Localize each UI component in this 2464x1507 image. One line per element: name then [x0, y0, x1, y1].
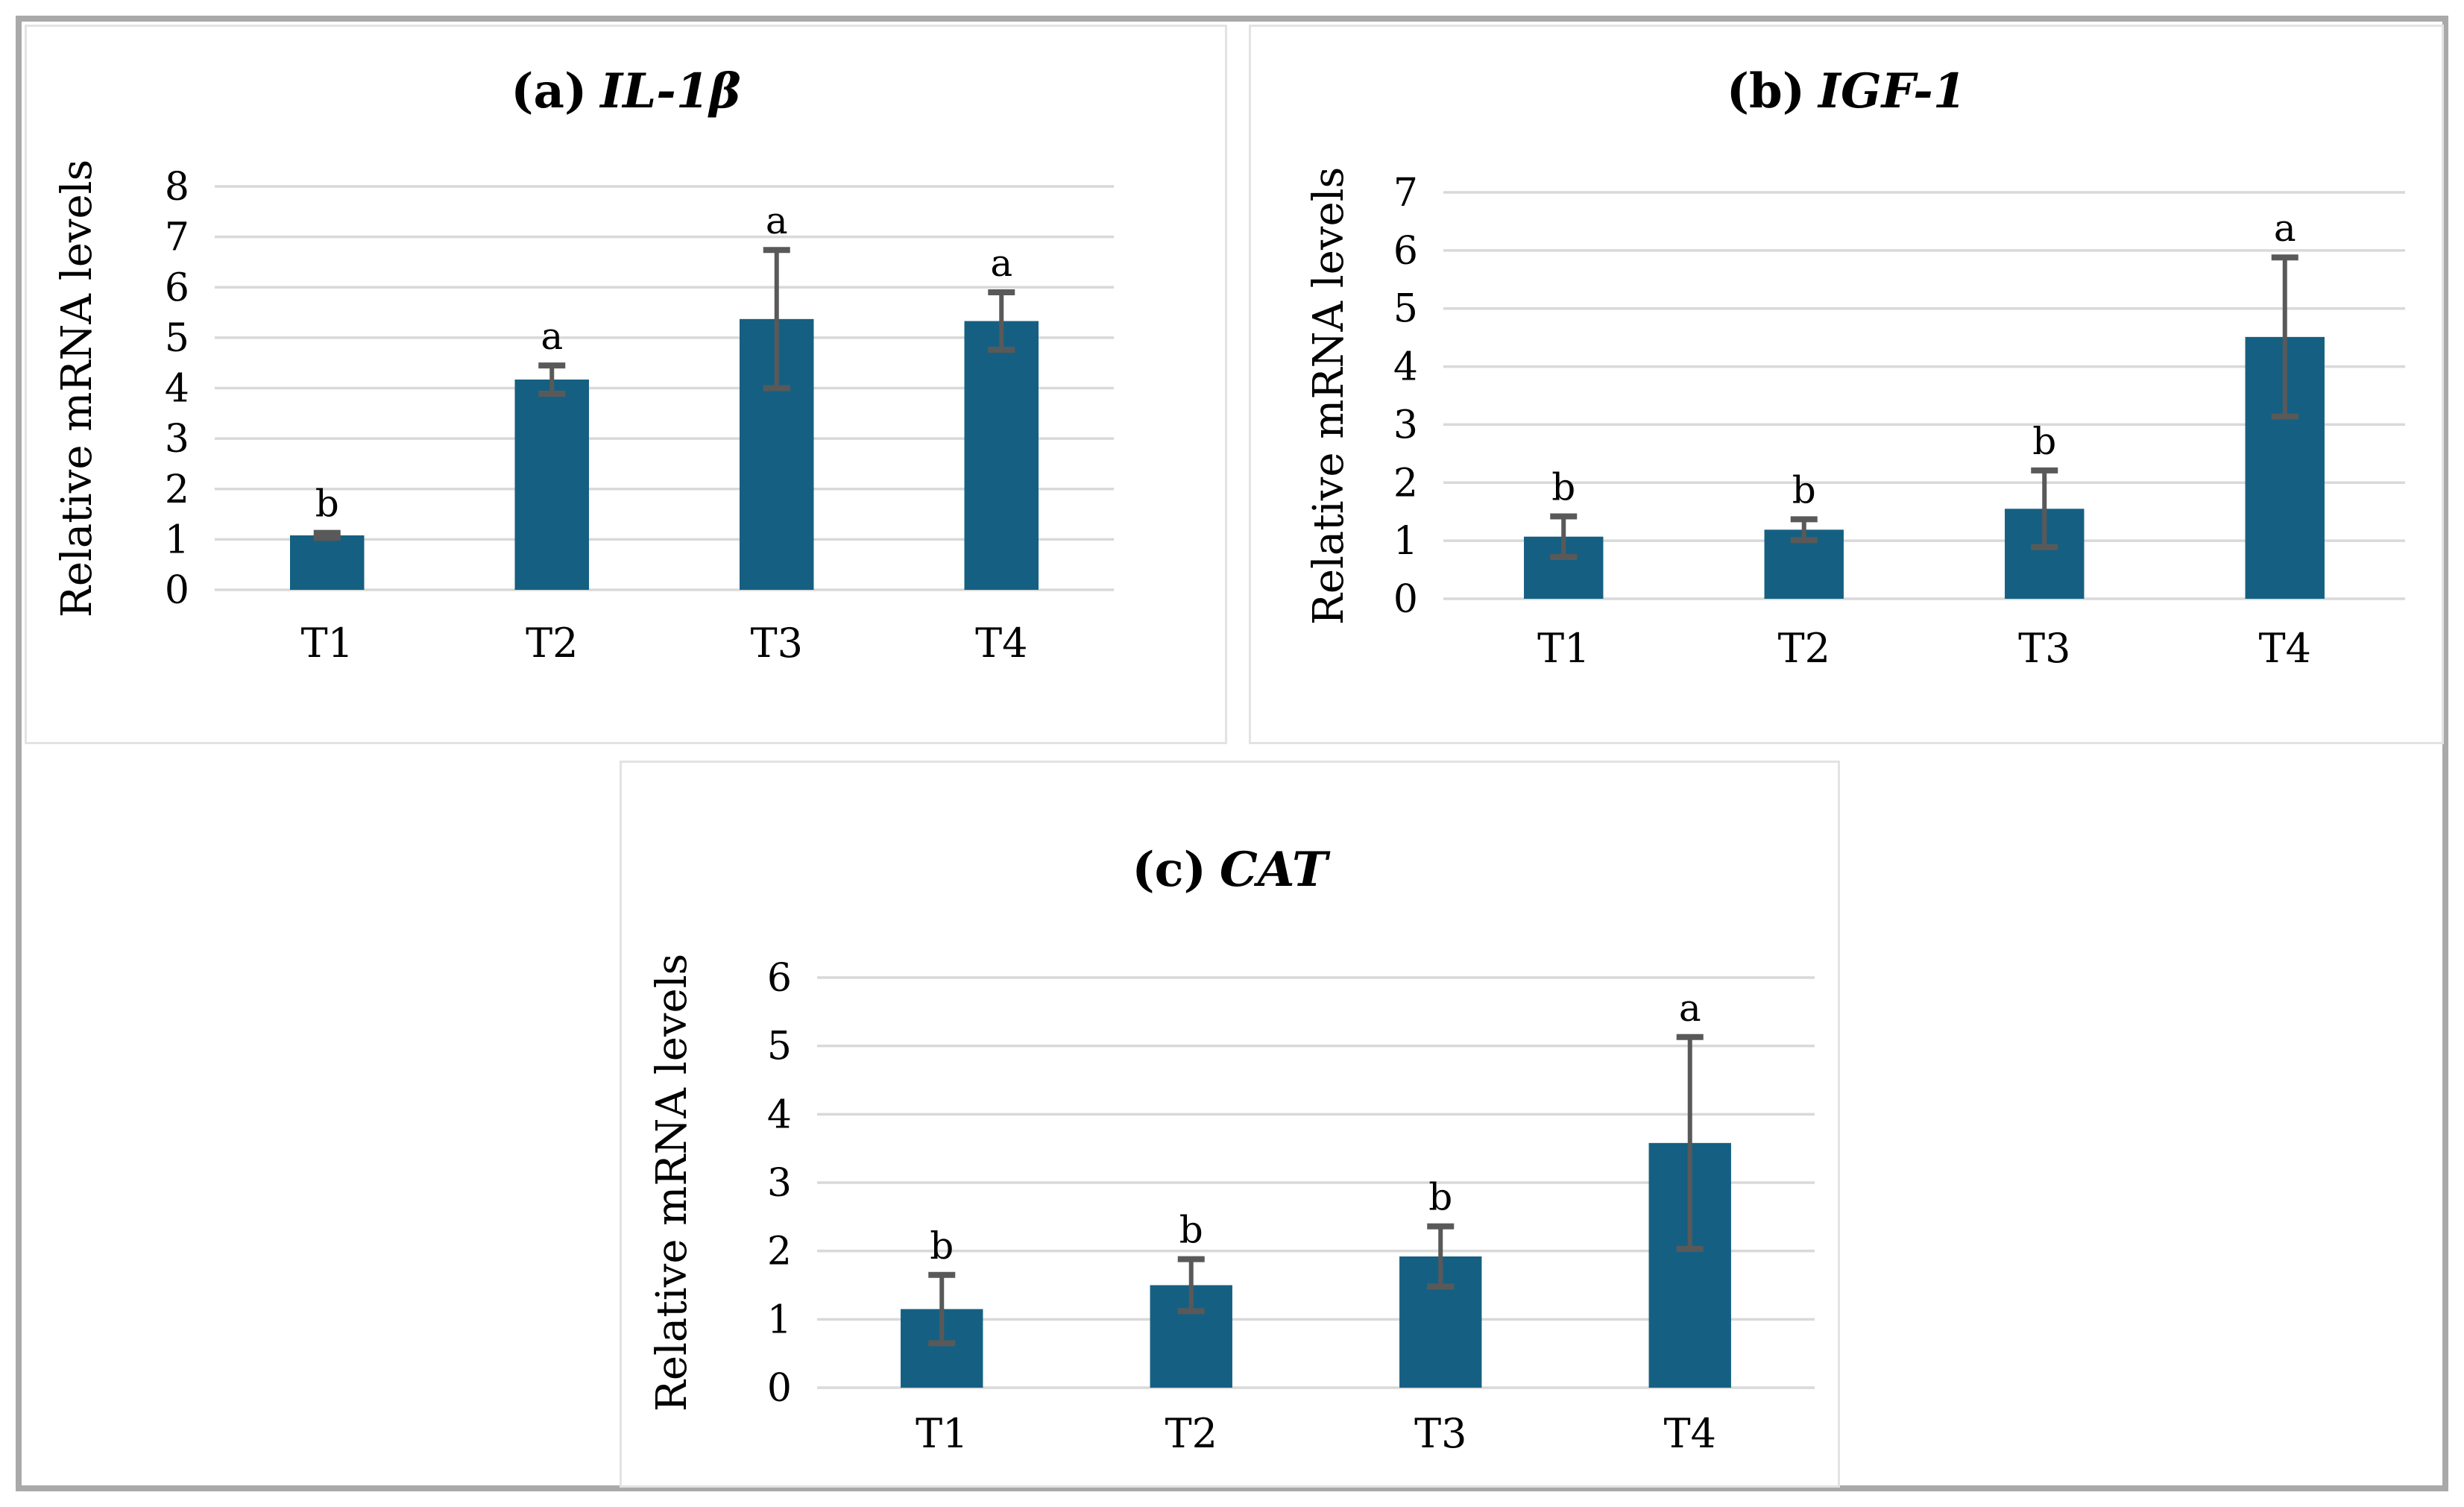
chart-a-plot-area: 0 1 2 3 4 5 6 7 8 b T1 a T2 a T3 a T4 — [165, 165, 1114, 667]
y-tick-label: 6 — [165, 265, 189, 310]
y-tick-label: 5 — [165, 316, 189, 361]
significance-letter: b — [315, 482, 339, 526]
y-tick-label: 2 — [767, 1230, 792, 1274]
x-category-label: T2 — [1778, 625, 1830, 672]
y-tick-label: 8 — [165, 165, 189, 210]
chart-a-title-gene: IL-1β — [600, 63, 741, 119]
bar-T4 — [964, 321, 1039, 590]
x-category-label: T2 — [1165, 1410, 1217, 1457]
x-category-label: T2 — [526, 620, 578, 667]
chart-a-title-prefix: (a) — [511, 63, 587, 119]
chart-c-plot-area: 0 1 2 3 4 5 6 b T1 b T2 b T3 a T4 — [767, 956, 1815, 1457]
chart-c-title-gene: CAT — [1219, 842, 1328, 898]
chart-b-title-prefix: (b) — [1726, 63, 1806, 119]
y-tick-label: 1 — [767, 1297, 792, 1342]
significance-letter: a — [2274, 207, 2296, 250]
x-category-label: T1 — [1537, 625, 1589, 672]
bar-T2 — [514, 380, 589, 590]
y-tick-label: 5 — [1393, 287, 1418, 332]
y-tick-label: 0 — [767, 1366, 792, 1411]
y-tick-label: 5 — [767, 1025, 792, 1069]
panel-c-cat-chart: (c) CAT Relative mRNA levels 0 1 2 3 4 5 6 b T1 b T… — [620, 761, 1840, 1488]
y-tick-label: 4 — [767, 1092, 792, 1137]
chart-b-title: (b) IGF-1 — [1251, 68, 2442, 116]
y-tick-label: 2 — [1393, 461, 1418, 506]
y-tick-label: 2 — [165, 468, 189, 512]
significance-letter: b — [1792, 468, 1816, 512]
x-category-label: T4 — [1664, 1410, 1716, 1457]
significance-letter: a — [541, 315, 563, 358]
significance-letter: b — [930, 1224, 954, 1268]
y-tick-label: 7 — [1393, 171, 1418, 215]
chart-b-title-gene: IGF-1 — [1818, 63, 1967, 119]
bar-T1 — [290, 535, 365, 590]
x-category-label: T3 — [1414, 1410, 1466, 1457]
y-tick-label: 4 — [1393, 345, 1418, 390]
y-tick-label: 3 — [165, 417, 189, 462]
x-category-label: T1 — [916, 1410, 968, 1457]
x-category-label: T4 — [2259, 625, 2311, 672]
x-category-label: T1 — [301, 620, 353, 667]
y-tick-label: 6 — [1393, 229, 1418, 274]
y-tick-label: 1 — [165, 517, 189, 562]
chart-c-title-prefix: (c) — [1132, 842, 1206, 898]
significance-letter: a — [990, 242, 1012, 285]
y-tick-label: 3 — [767, 1161, 792, 1206]
significance-letter: a — [1679, 987, 1701, 1030]
y-tick-label: 0 — [1393, 577, 1418, 622]
significance-letter: b — [2032, 420, 2056, 463]
chart-b-plot-area: 0 1 2 3 4 5 6 7 b T1 b T2 b T3 a T4 — [1393, 171, 2405, 672]
x-category-label: T4 — [975, 620, 1027, 667]
y-tick-label: 7 — [165, 215, 189, 260]
x-category-label: T3 — [751, 620, 803, 667]
y-tick-label: 4 — [165, 367, 189, 412]
chart-a-title: (a) IL-1β — [27, 68, 1225, 116]
significance-letter: a — [766, 199, 788, 242]
significance-letter: b — [1179, 1209, 1203, 1252]
y-tick-label: 6 — [767, 956, 792, 1001]
x-category-label: T3 — [2018, 625, 2070, 672]
y-tick-label: 1 — [1393, 519, 1418, 564]
y-tick-label: 3 — [1393, 403, 1418, 447]
chart-c-title: (c) CAT — [622, 846, 1838, 894]
y-tick-label: 0 — [165, 568, 189, 613]
significance-letter: b — [1551, 465, 1575, 509]
significance-letter: b — [1428, 1176, 1452, 1219]
